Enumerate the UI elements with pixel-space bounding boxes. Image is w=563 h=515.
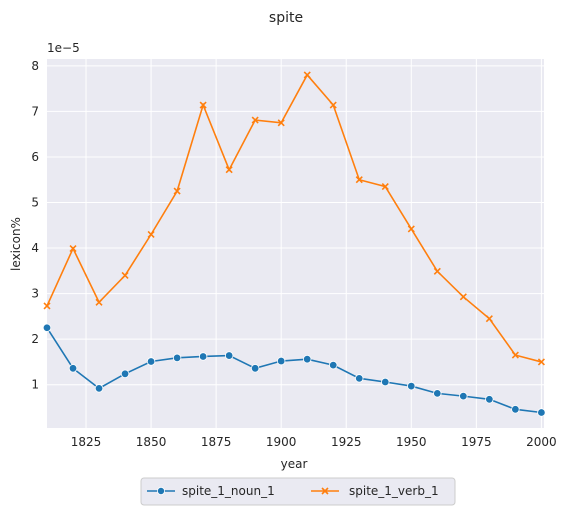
y-tick-label: 5 xyxy=(31,196,39,210)
data-point-spite_1_noun_1 xyxy=(329,360,338,370)
data-point-spite_1_noun_1 xyxy=(198,352,208,361)
y-tick-label: 7 xyxy=(31,104,39,118)
data-point-spite_1_verb_1 xyxy=(277,119,285,127)
data-point-spite_1_verb_1 xyxy=(407,225,415,233)
data-point-spite_1_noun_1 xyxy=(459,391,468,401)
data-point-spite_1_verb_1 xyxy=(69,244,77,253)
data-point-spite_1_noun_1 xyxy=(224,351,234,360)
legend-box xyxy=(140,477,456,506)
data-point-spite_1_noun_1 xyxy=(537,408,546,417)
data-point-spite_1_verb_1 xyxy=(43,302,51,310)
data-point-spite_1_noun_1 xyxy=(94,384,104,393)
legend-label-noun: spite_1_noun_1 xyxy=(182,484,275,498)
data-point-spite_1_verb_1 xyxy=(95,298,103,306)
data-point-spite_1_noun_1 xyxy=(42,323,52,332)
y-offset-text: 1e−5 xyxy=(47,41,80,55)
data-point-spite_1_verb_1 xyxy=(511,351,519,359)
x-tick-label: 1825 xyxy=(71,435,102,449)
series-layer xyxy=(42,71,546,417)
data-point-spite_1_noun_1 xyxy=(511,405,520,414)
legend: spite_1_noun_1 spite_1_verb_1 xyxy=(140,477,456,506)
tick-labels: 1825 1850 1875 1900 1925 1950 1975 2000 1 2 3 4 5 6 7 8 xyxy=(31,59,556,449)
data-point-spite_1_noun_1 xyxy=(433,389,442,398)
data-point-spite_1_verb_1 xyxy=(381,182,389,191)
data-point-spite_1_noun_1 xyxy=(303,355,312,364)
data-point-spite_1_verb_1 xyxy=(199,101,207,109)
x-axis-label: year xyxy=(281,457,308,471)
y-tick-label: 3 xyxy=(31,287,39,301)
data-point-spite_1_verb_1 xyxy=(225,166,233,174)
data-point-spite_1_verb_1 xyxy=(251,116,259,124)
data-point-spite_1_verb_1 xyxy=(147,230,155,238)
y-axis-label: lexicon% xyxy=(9,217,23,271)
legend-marker-noun xyxy=(156,486,165,495)
x-tick-label: 1875 xyxy=(201,435,232,449)
data-point-spite_1_verb_1 xyxy=(433,267,441,275)
y-tick-label: 1 xyxy=(31,378,39,392)
data-point-spite_1_noun_1 xyxy=(250,364,260,373)
data-point-spite_1_noun_1 xyxy=(120,369,130,378)
data-point-spite_1_verb_1 xyxy=(485,315,493,323)
series-line-spite_1_noun_1 xyxy=(46,327,542,414)
legend-label-verb: spite_1_verb_1 xyxy=(349,484,439,498)
data-point-spite_1_verb_1 xyxy=(173,187,181,195)
data-point-spite_1_noun_1 xyxy=(381,377,390,387)
data-point-spite_1_verb_1 xyxy=(303,71,311,79)
y-tick-label: 8 xyxy=(31,59,39,73)
data-point-spite_1_verb_1 xyxy=(355,176,363,184)
data-point-spite_1_noun_1 xyxy=(146,357,156,366)
x-tick-label: 1850 xyxy=(136,435,167,449)
data-point-spite_1_noun_1 xyxy=(172,353,182,363)
data-point-spite_1_noun_1 xyxy=(407,381,416,391)
x-tick-label: 1900 xyxy=(266,435,297,449)
data-point-spite_1_noun_1 xyxy=(68,364,78,373)
legend-marker-verb xyxy=(321,487,329,495)
data-point-spite_1_verb_1 xyxy=(537,358,545,366)
x-tick-label: 2000 xyxy=(526,435,557,449)
data-point-spite_1_verb_1 xyxy=(121,271,129,279)
y-tick-label: 2 xyxy=(31,332,39,346)
x-tick-label: 1975 xyxy=(461,435,492,449)
x-tick-label: 1950 xyxy=(396,435,427,449)
data-point-spite_1_verb_1 xyxy=(459,293,467,301)
series-line-spite_1_verb_1 xyxy=(46,73,542,363)
data-point-spite_1_noun_1 xyxy=(276,356,286,366)
data-point-spite_1_noun_1 xyxy=(485,395,494,404)
plot-area xyxy=(47,59,544,428)
y-tick-label: 6 xyxy=(31,150,39,164)
data-point-spite_1_verb_1 xyxy=(329,101,337,109)
x-tick-label: 1925 xyxy=(331,435,362,449)
y-tick-label: 4 xyxy=(31,241,39,255)
chart-title: spite xyxy=(269,10,303,26)
data-point-spite_1_noun_1 xyxy=(355,374,364,383)
